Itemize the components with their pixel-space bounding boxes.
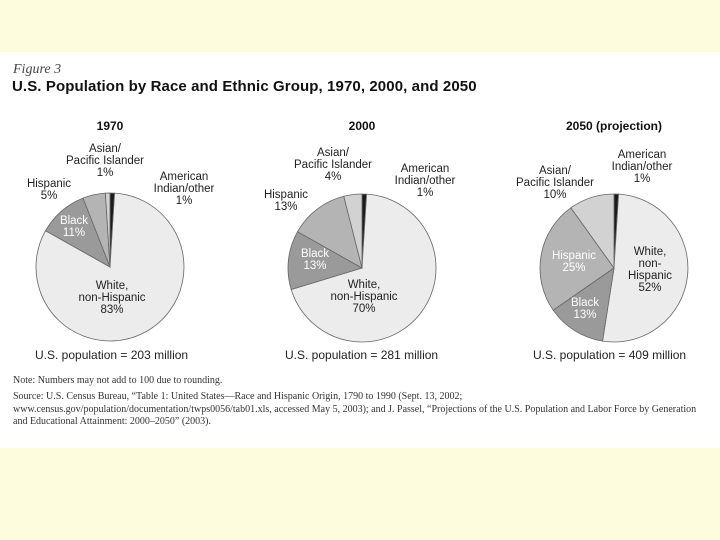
pie-slice-white-non-hispanic <box>602 193 689 343</box>
slice-label-black: Black 11% <box>60 215 88 239</box>
slice-label-american-indian-other: American Indian/other 1% <box>154 171 215 207</box>
slice-label-white-non-hispanic: White, non-Hispanic 83% <box>78 280 145 316</box>
pie-slice-asian-pacific-islander <box>570 193 615 270</box>
pie-slice-asian-pacific-islander <box>104 192 111 268</box>
pie-chart-3: 2050 (projection) White, non-Hispanic 52% Bl… <box>516 119 689 362</box>
slice-label-american-indian-other: American Indian/other 1% <box>395 163 456 199</box>
slice-label-asian-pacific-islander: Asian/Pacific Islander 1% <box>66 143 144 179</box>
population-label: U.S. population = 409 million <box>533 348 686 362</box>
population-label: U.S. population = 281 million <box>285 348 438 362</box>
slice-label-white-non-hispanic: White, non-Hispanic 70% <box>330 279 397 315</box>
pie-chart-1: 1970 White, non-Hispanic 83% Black 11% Hispani… <box>27 119 215 362</box>
pie-chart-2: 2000 White, non-Hispanic 70%Black 13% Hispani… <box>264 119 456 362</box>
pie-slice-asian-pacific-islander <box>343 193 363 269</box>
pie-slice-black <box>552 267 615 342</box>
figure-label: Figure 3 <box>13 62 62 77</box>
slice-label-asian-pacific-islander: Asian/Pacific Islander 4% <box>294 147 372 183</box>
slice-label-white-non-hispanic: White, non-Hispanic 52% <box>628 246 672 294</box>
pie-slice-hispanic <box>296 195 363 269</box>
slice-label-asian-pacific-islander: Asian/Pacific Islander 10% <box>516 165 594 201</box>
slice-label-black: Black 13% <box>571 297 599 321</box>
pie-title: 1970 <box>97 119 124 133</box>
slice-label-hispanic: Hispanic 13% <box>264 189 308 213</box>
pie-title: 2050 (projection) <box>566 119 662 133</box>
source-text: Source: U.S. Census Bureau, “Table 1: Un… <box>13 391 697 427</box>
pie-slice-white-non-hispanic <box>290 193 437 343</box>
pie-title: 2000 <box>349 119 376 133</box>
slice-label-black: Black 13% <box>301 248 329 272</box>
slice-label-hispanic: Hispanic 5% <box>27 178 71 202</box>
population-label: U.S. population = 203 million <box>35 348 188 362</box>
slice-label-american-indian-other: American Indian/other 1% <box>612 149 673 185</box>
slice-label-hispanic: Hispanic 25% <box>552 250 596 274</box>
pie-slice-hispanic <box>539 207 615 311</box>
pie-slice-black <box>287 231 364 291</box>
note-text: Note: Numbers may not add to 100 due to … <box>13 375 223 386</box>
figure-title: U.S. Population by Race and Ethnic Group… <box>12 78 477 95</box>
